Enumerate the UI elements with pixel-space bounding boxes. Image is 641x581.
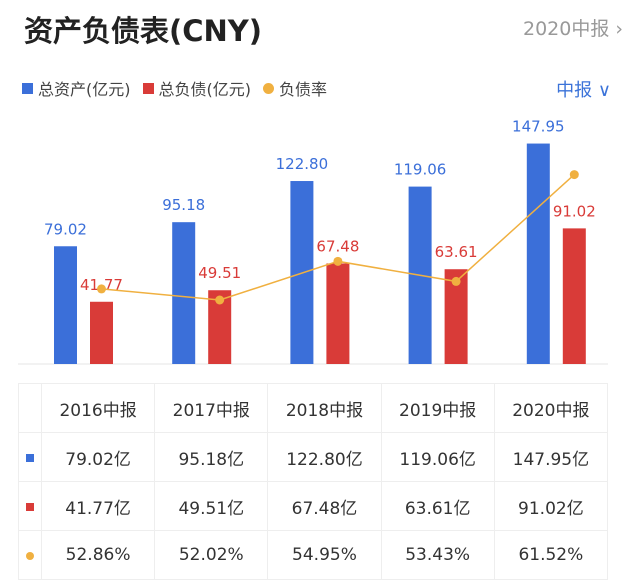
- debt-ratio-point: [333, 256, 343, 266]
- cell: 91.02亿: [493, 481, 609, 531]
- square-icon: [22, 82, 33, 94]
- header-cell: 2016中报: [40, 383, 156, 433]
- data-label-liabilities: 49.51: [198, 264, 241, 282]
- table-row: 52.86% 52.02% 54.95% 53.43% 61.52%: [18, 530, 609, 580]
- bar-total-assets: [526, 143, 550, 364]
- cell: 49.51亿: [154, 481, 269, 531]
- period-type-dropdown[interactable]: 中报 ∨: [556, 80, 611, 101]
- data-label-assets: 147.95: [512, 118, 565, 136]
- debt-ratio-point: [451, 276, 461, 286]
- cell: 119.06亿: [380, 432, 495, 482]
- data-label-liabilities: 67.48: [316, 237, 359, 255]
- cell: 54.95%: [267, 530, 382, 580]
- cell: 52.02%: [154, 530, 269, 580]
- cell: 79.02亿: [40, 432, 156, 482]
- bar-total-assets: [54, 246, 77, 364]
- bar-total-assets: [172, 222, 196, 364]
- square-icon: [26, 454, 34, 462]
- page-title: 资产负债表(CNY): [24, 14, 263, 48]
- header-cell: 2017中报: [154, 383, 269, 433]
- legend-item-ratio[interactable]: 负债率: [263, 76, 327, 100]
- debt-ratio-point: [97, 284, 106, 294]
- square-icon: [142, 82, 154, 94]
- table-row: 79.02亿 95.18亿 122.80亿 119.06亿 147.95亿: [18, 432, 609, 482]
- table-row: 41.77亿 49.51亿 67.48亿 63.61亿 91.02亿: [18, 481, 609, 531]
- header-cell: 2018中报: [267, 383, 382, 433]
- data-label-liabilities: 91.02: [553, 202, 596, 220]
- legend-item-assets[interactable]: 总资产(亿元): [22, 76, 131, 100]
- cell: 52.86%: [40, 530, 156, 580]
- table-header-row: 2016中报 2017中报 2018中报 2019中报 2020中报: [18, 383, 609, 433]
- data-label-assets: 95.18: [162, 196, 205, 214]
- legend-label: 总资产(亿元): [38, 80, 131, 99]
- legend-label: 负债率: [279, 80, 328, 99]
- period-link[interactable]: 2020中报 ›: [523, 14, 623, 41]
- header-cell: 2019中报: [380, 383, 495, 433]
- data-label-assets: 122.80: [276, 155, 329, 173]
- cell: 63.61亿: [380, 481, 495, 531]
- bar-total-liabilities: [208, 290, 232, 364]
- bar-total-liabilities: [326, 263, 350, 364]
- legend-item-liabilities[interactable]: 总负债(亿元): [142, 76, 252, 100]
- chart: 79.0241.7795.1849.51122.8067.48119.0663.…: [18, 118, 608, 365]
- square-icon: [26, 503, 34, 511]
- cell: 61.52%: [493, 530, 609, 580]
- data-label-assets: 79.02: [44, 220, 87, 238]
- bar-total-liabilities: [444, 269, 468, 364]
- data-label-assets: 119.06: [394, 161, 447, 179]
- legend-label: 总负债(亿元): [158, 80, 252, 99]
- circle-icon: [263, 82, 274, 94]
- cell: 67.48亿: [267, 481, 382, 531]
- cell: 95.18亿: [154, 432, 269, 482]
- chevron-right-icon: ›: [615, 18, 623, 40]
- cell: 53.43%: [380, 530, 495, 580]
- bar-total-liabilities: [562, 228, 586, 364]
- debt-ratio-point: [215, 295, 225, 305]
- cell: 147.95亿: [493, 432, 609, 482]
- bar-total-liabilities: [90, 301, 113, 364]
- debt-ratio-point: [569, 170, 579, 180]
- data-table: 2016中报 2017中报 2018中报 2019中报 2020中报 79.02亿 95.…: [18, 383, 609, 580]
- header-cell: 2020中报: [493, 383, 609, 433]
- legend: 总资产(亿元) 总负债(亿元) 负债率: [22, 76, 327, 100]
- cell: 41.77亿: [40, 481, 156, 531]
- circle-icon: [26, 552, 34, 560]
- period-label: 2020中报: [522, 18, 610, 40]
- cell: 122.80亿: [267, 432, 382, 482]
- data-label-liabilities: 63.61: [435, 243, 478, 261]
